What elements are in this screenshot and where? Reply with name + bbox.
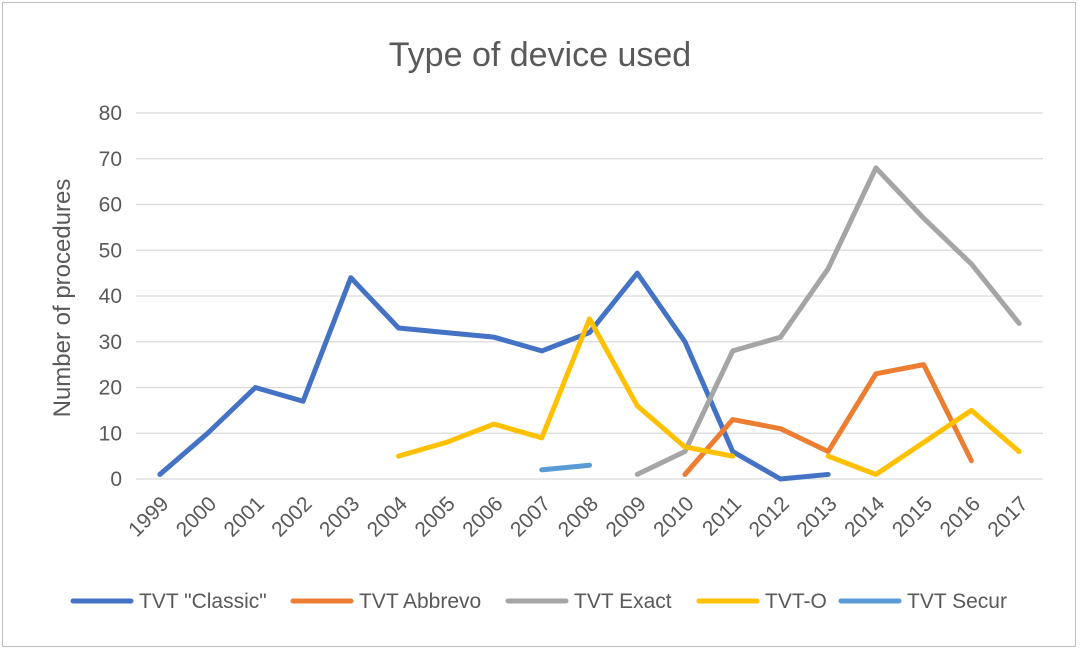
series-3	[396, 316, 1022, 477]
series-line	[682, 362, 974, 477]
legend-item: TVT Exact	[505, 590, 672, 613]
x-tick-label: 2007	[506, 492, 555, 541]
x-tick-label: 1999	[124, 492, 173, 541]
legend-label: TVT Secur	[907, 590, 1007, 613]
x-tick-label: 2005	[411, 492, 460, 541]
legend-item: TVT Abbrevo	[290, 590, 481, 613]
legend: TVT "Classic" TVT Abbrevo TVT Exact TVT-O TV…	[70, 590, 1007, 613]
legend-item: TVT "Classic"	[70, 590, 267, 613]
legend-label: TVT-O	[765, 590, 827, 613]
x-tick-label: 2010	[649, 492, 698, 541]
y-axis-label: Number of procedures	[49, 179, 76, 418]
x-tick-label: 2012	[745, 492, 794, 541]
x-tick-label: 2004	[363, 492, 413, 542]
x-tick-label: 2016	[936, 492, 985, 541]
x-tick-labels: 1999200020012002200320042005200620072008…	[124, 492, 1033, 542]
y-tick-label: 20	[99, 377, 122, 400]
series-line	[157, 270, 831, 482]
series-line	[539, 462, 592, 473]
x-tick-label: 2015	[888, 492, 937, 541]
x-tick-label: 2014	[840, 492, 890, 542]
series-2	[634, 165, 1022, 477]
series-0	[157, 270, 831, 482]
y-tick-label: 10	[99, 422, 122, 445]
x-tick-label: 2000	[172, 492, 221, 541]
x-tick-label: 2003	[315, 492, 364, 541]
grid-layer	[136, 112, 1043, 480]
y-tick-label: 50	[99, 239, 122, 262]
y-tick-label: 30	[99, 331, 122, 354]
line-chart: Type of device used Number of procedures…	[49, 36, 1043, 613]
x-tick-label: 2002	[267, 492, 316, 541]
chart-title: Type of device used	[389, 36, 691, 74]
x-tick-label: 2006	[458, 492, 507, 541]
y-tick-labels: 0 10 20 30 40 50 60 70 80	[99, 102, 122, 491]
y-tick-label: 60	[99, 194, 122, 217]
legend-item: TVT Secur	[838, 590, 1007, 613]
x-tick-label: 2011	[698, 492, 746, 540]
legend-label: TVT Exact	[574, 590, 672, 613]
y-tick-label: 70	[99, 148, 122, 171]
x-tick-label: 2001	[220, 492, 269, 541]
x-tick-label: 2009	[601, 492, 650, 541]
series-line	[634, 165, 1022, 477]
y-tick-label: 0	[110, 468, 122, 491]
legend-label: TVT Abbrevo	[359, 590, 481, 613]
series-1	[682, 362, 974, 477]
x-tick-label: 2008	[554, 492, 603, 541]
y-tick-label: 80	[99, 102, 122, 125]
x-tick-label: 2017	[983, 492, 1032, 541]
legend-label: TVT "Classic"	[139, 590, 267, 613]
series-line	[825, 407, 1022, 477]
series-4	[539, 462, 592, 473]
series-layer	[157, 165, 1022, 482]
x-tick-label: 2013	[792, 492, 841, 541]
y-tick-label: 40	[99, 285, 122, 308]
legend-item: TVT-O	[696, 590, 827, 613]
series-line	[396, 316, 736, 459]
